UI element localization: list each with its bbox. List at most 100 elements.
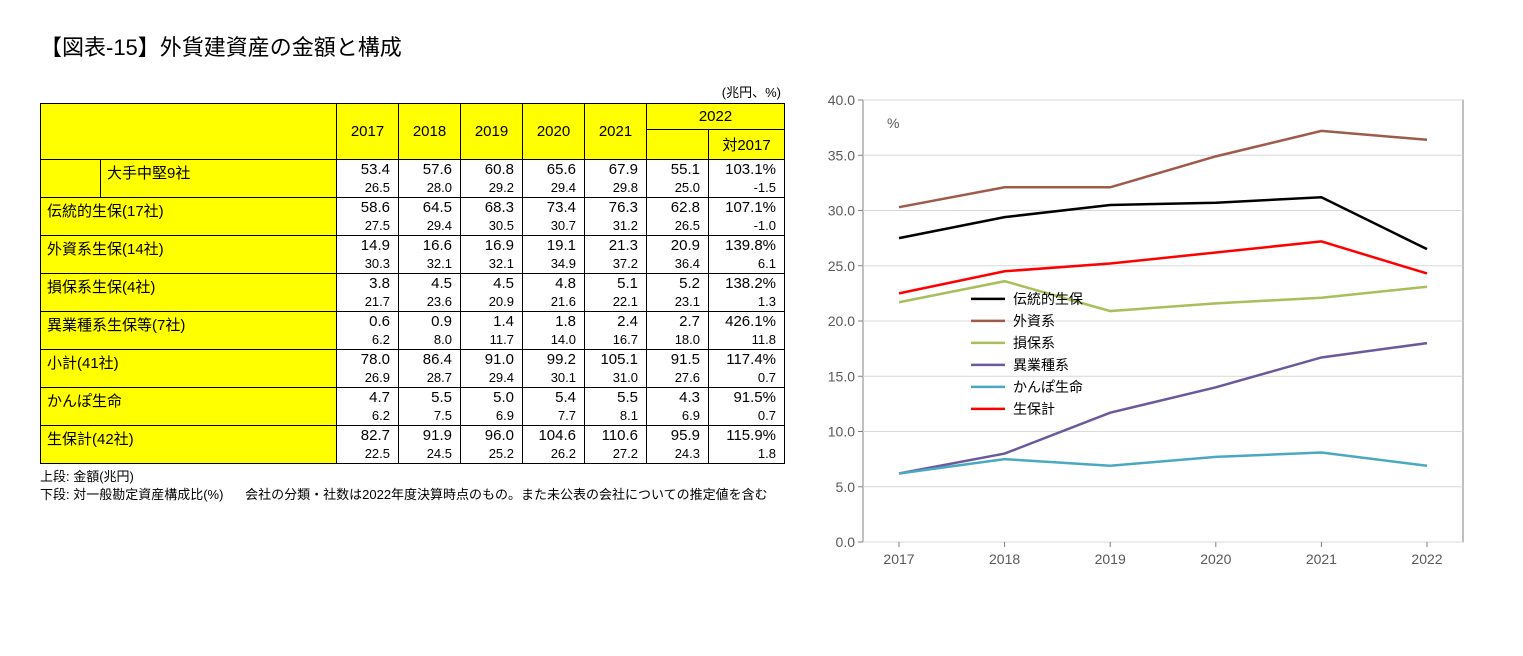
row-label: 異業種系生保等(7社) <box>41 312 337 350</box>
value-cell: 1.814.0 <box>523 312 585 350</box>
value-cell: 2.718.0 <box>647 312 709 350</box>
table-row: 大手中堅9社53.426.557.628.060.829.265.629.467… <box>41 160 785 198</box>
value-cell: 5.122.1 <box>585 274 647 312</box>
svg-text:25.0: 25.0 <box>828 258 855 274</box>
value-cell: 110.627.2 <box>585 426 647 464</box>
col-header-year: 2022 <box>647 104 785 130</box>
vs2017-cell: 426.1%11.8 <box>709 312 785 350</box>
row-label: 損保系生保(4社) <box>41 274 337 312</box>
col-header-year: 2020 <box>523 104 585 160</box>
vs2017-cell: 138.2%1.3 <box>709 274 785 312</box>
value-cell: 91.029.4 <box>461 350 523 388</box>
value-cell: 19.134.9 <box>523 236 585 274</box>
col-header-year: 2019 <box>461 104 523 160</box>
value-cell: 82.722.5 <box>337 426 399 464</box>
value-cell: 0.98.0 <box>399 312 461 350</box>
table-row: 外資系生保(14社)14.930.316.632.116.932.119.134… <box>41 236 785 274</box>
value-cell: 78.026.9 <box>337 350 399 388</box>
svg-text:15.0: 15.0 <box>828 368 855 384</box>
col-header-year: 2017 <box>337 104 399 160</box>
footnote-line2-left: 下段: 対一般勘定資産構成比(%) <box>40 487 223 502</box>
value-cell: 62.826.5 <box>647 198 709 236</box>
svg-text:20.0: 20.0 <box>828 313 855 329</box>
value-cell: 96.025.2 <box>461 426 523 464</box>
footnote-line2-right: 会社の分類・社数は2022年度決算時点のもの。また未公表の会社についての推定値を… <box>245 487 768 502</box>
value-cell: 16.632.1 <box>399 236 461 274</box>
value-cell: 4.821.6 <box>523 274 585 312</box>
footnote-line1: 上段: 金額(兆円) <box>40 468 785 486</box>
value-cell: 68.330.5 <box>461 198 523 236</box>
chart-container: 0.05.010.015.020.025.030.035.040.0201720… <box>803 82 1483 587</box>
value-cell: 99.230.1 <box>523 350 585 388</box>
value-cell: 5.47.7 <box>523 388 585 426</box>
svg-text:2020: 2020 <box>1200 551 1231 567</box>
row-label: 生保計(42社) <box>41 426 337 464</box>
value-cell: 91.527.6 <box>647 350 709 388</box>
svg-text:40.0: 40.0 <box>828 92 855 108</box>
value-cell: 3.821.7 <box>337 274 399 312</box>
svg-text:5.0: 5.0 <box>836 479 856 495</box>
value-cell: 0.66.2 <box>337 312 399 350</box>
value-cell: 86.428.7 <box>399 350 461 388</box>
vs2017-cell: 103.1%-1.5 <box>709 160 785 198</box>
value-cell: 4.520.9 <box>461 274 523 312</box>
value-cell: 53.426.5 <box>337 160 399 198</box>
value-cell: 95.924.3 <box>647 426 709 464</box>
vs2017-cell: 107.1%-1.0 <box>709 198 785 236</box>
row-label: 大手中堅9社 <box>101 160 337 198</box>
col-header-year: 2021 <box>585 104 647 160</box>
table-row: 生保計(42社)82.722.591.924.596.025.2104.626.… <box>41 426 785 464</box>
table-row: 小計(41社)78.026.986.428.791.029.499.230.11… <box>41 350 785 388</box>
value-cell: 105.131.0 <box>585 350 647 388</box>
value-cell: 4.36.9 <box>647 388 709 426</box>
value-cell: 4.76.2 <box>337 388 399 426</box>
figure-title: 【図表-15】外貨建資産の金額と構成 <box>40 30 1483 62</box>
value-cell: 60.829.2 <box>461 160 523 198</box>
data-table: 201720182019202020212022 対2017 大手中堅9社53.… <box>40 103 785 464</box>
unit-label: (兆円、%) <box>40 82 785 101</box>
value-cell: 5.223.1 <box>647 274 709 312</box>
value-cell: 20.936.4 <box>647 236 709 274</box>
svg-text:30.0: 30.0 <box>828 203 855 219</box>
table-container: (兆円、%) 201720182019202020212022 対2017 大手… <box>40 82 785 504</box>
value-cell: 5.57.5 <box>399 388 461 426</box>
svg-text:2021: 2021 <box>1306 551 1337 567</box>
svg-text:異業種系: 異業種系 <box>1013 357 1069 373</box>
table-row: 損保系生保(4社)3.821.74.523.64.520.94.821.65.1… <box>41 274 785 312</box>
svg-text:外資系: 外資系 <box>1013 313 1055 329</box>
value-cell: 55.125.0 <box>647 160 709 198</box>
value-cell: 16.932.1 <box>461 236 523 274</box>
svg-text:10.0: 10.0 <box>828 424 855 440</box>
value-cell: 64.529.4 <box>399 198 461 236</box>
footnote-line2: 下段: 対一般勘定資産構成比(%) 会社の分類・社数は2022年度決算時点のもの… <box>40 486 785 504</box>
value-cell: 21.337.2 <box>585 236 647 274</box>
value-cell: 104.626.2 <box>523 426 585 464</box>
svg-text:かんぽ生命: かんぽ生命 <box>1013 379 1083 395</box>
table-row: 伝統的生保(17社)58.627.564.529.468.330.573.430… <box>41 198 785 236</box>
row-label: 小計(41社) <box>41 350 337 388</box>
footnotes: 上段: 金額(兆円) 下段: 対一般勘定資産構成比(%) 会社の分類・社数は20… <box>40 468 785 504</box>
svg-text:2018: 2018 <box>989 551 1020 567</box>
value-cell: 5.58.1 <box>585 388 647 426</box>
value-cell: 67.929.8 <box>585 160 647 198</box>
value-cell: 57.628.0 <box>399 160 461 198</box>
value-cell: 14.930.3 <box>337 236 399 274</box>
value-cell: 4.523.6 <box>399 274 461 312</box>
svg-text:%: % <box>887 115 899 131</box>
vs2017-cell: 117.4%0.7 <box>709 350 785 388</box>
value-cell: 58.627.5 <box>337 198 399 236</box>
table-body: 大手中堅9社53.426.557.628.060.829.265.629.467… <box>41 160 785 464</box>
value-cell: 76.331.2 <box>585 198 647 236</box>
col-header-year: 2018 <box>399 104 461 160</box>
value-cell: 91.924.5 <box>399 426 461 464</box>
value-cell: 65.629.4 <box>523 160 585 198</box>
value-cell: 1.411.7 <box>461 312 523 350</box>
svg-text:生保計: 生保計 <box>1013 401 1055 417</box>
table-row: かんぽ生命4.76.25.57.55.06.95.47.75.58.14.36.… <box>41 388 785 426</box>
row-label: 伝統的生保(17社) <box>41 198 337 236</box>
svg-text:2022: 2022 <box>1411 551 1442 567</box>
svg-text:損保系: 損保系 <box>1013 335 1055 351</box>
vs2017-cell: 115.9%1.8 <box>709 426 785 464</box>
vs2017-cell: 91.5%0.7 <box>709 388 785 426</box>
value-cell: 2.416.7 <box>585 312 647 350</box>
